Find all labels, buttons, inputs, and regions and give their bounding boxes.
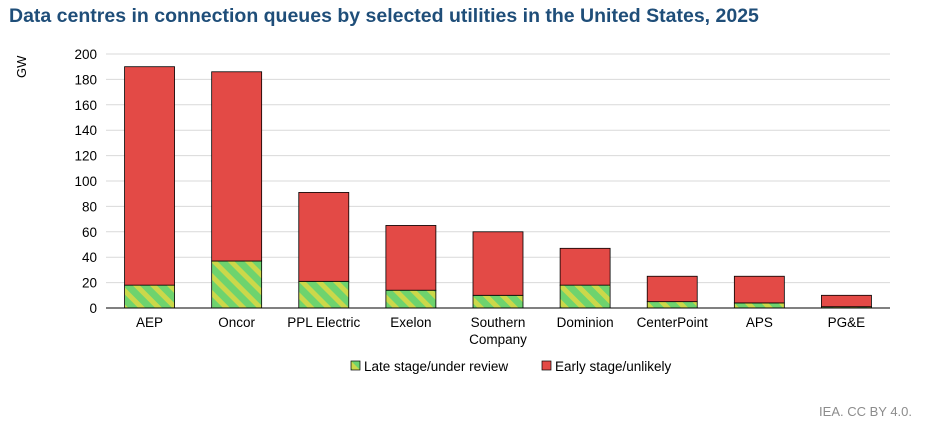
category-labels: AEP Oncor PPL Electric Exelon Southern Compan… (136, 315, 865, 347)
category-label: Oncor (218, 315, 255, 330)
bar-early-stage (559, 247, 611, 286)
bar-late-stage (298, 280, 350, 309)
y-tick-labels: 0 20 40 60 80 100 120 140 160 180 200 (74, 47, 97, 316)
category-label: PPL Electric (287, 315, 360, 330)
bar-early-stage (821, 294, 872, 308)
bar-early-stage (472, 231, 524, 296)
chart-title: Data centres in connection queues by sel… (9, 5, 759, 27)
bar-late-stage (733, 302, 785, 309)
bar-early-stage (298, 192, 350, 282)
category-label: Southern Company (469, 315, 527, 347)
bar-early-stage (646, 275, 698, 303)
y-tick-label: 180 (74, 72, 97, 87)
y-tick-label: 160 (74, 98, 97, 113)
y-tick-label: 60 (82, 225, 97, 240)
bars (124, 66, 872, 309)
category-label: Dominion (557, 315, 614, 330)
bar-late-stage (559, 284, 611, 309)
bar-early-stage (385, 225, 437, 291)
category-label: Exelon (390, 315, 431, 330)
y-tick-label: 140 (74, 123, 97, 138)
bar-late-stage (385, 289, 437, 309)
category-label: CenterPoint (637, 315, 709, 330)
stacked-bar-chart: 0 20 40 60 80 100 120 140 160 180 200 AEP Oncor PPL … (74, 47, 890, 374)
legend: Late stage/under review Early stage/unlik… (350, 359, 672, 374)
y-tick-label: 0 (89, 301, 97, 316)
bar-early-stage (733, 275, 785, 304)
y-tick-label: 80 (82, 199, 97, 214)
y-tick-label: 100 (74, 174, 97, 189)
legend-swatch (541, 360, 552, 371)
category-label: AEP (136, 315, 163, 330)
y-tick-label: 40 (82, 250, 97, 265)
bar-late-stage (472, 294, 524, 309)
category-label: APS (746, 315, 773, 330)
bar-early-stage (124, 66, 175, 286)
bar-late-stage (646, 301, 698, 309)
y-tick-label: 120 (74, 149, 97, 164)
y-tick-label: 20 (82, 276, 97, 291)
legend-swatch (350, 360, 361, 371)
category-label: PG&E (828, 315, 866, 330)
y-tick-label: 200 (74, 47, 97, 62)
legend-label: Early stage/unlikely (555, 359, 672, 374)
legend-label: Late stage/under review (364, 359, 508, 374)
source-note: IEA. CC BY 4.0. (819, 404, 912, 419)
bar-late-stage (124, 284, 175, 309)
bar-early-stage (211, 71, 263, 262)
bar-late-stage (211, 260, 263, 309)
